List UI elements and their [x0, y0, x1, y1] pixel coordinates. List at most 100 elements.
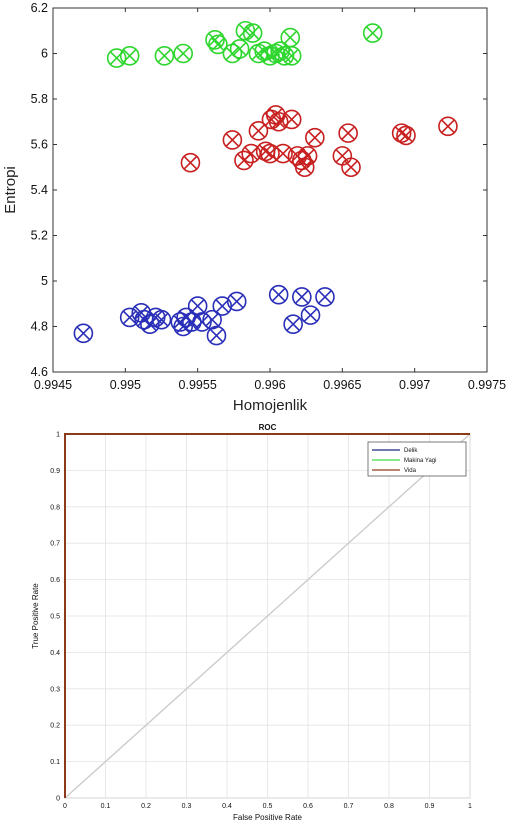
data-point [438, 116, 458, 137]
roc-chart: 0 0.1 0.2 0.3 0.4 0.5 0.6 0.7 0.8 0.9 1 0 0.1 0.2 0.3 0… [31, 423, 472, 822]
point-circle [281, 45, 302, 66]
legend-label: Vida [404, 468, 417, 474]
point-cross [238, 23, 253, 38]
point-circle [119, 45, 140, 66]
x-tick-label: 0.5 [263, 803, 273, 810]
data-point [241, 143, 261, 164]
point-circle [202, 309, 222, 330]
data-point [222, 130, 243, 150]
y-tick-label: 5.4 [31, 183, 48, 197]
point-cross [307, 130, 322, 145]
point-circle [438, 116, 458, 137]
y-tick-label: 0.5 [50, 614, 60, 621]
y-tick-label: 0.7 [50, 541, 60, 548]
point-cross [134, 305, 149, 320]
point-cross [271, 287, 286, 302]
point-cross [318, 289, 332, 304]
point-cross [277, 48, 292, 63]
reference-diagonal-line [64, 433, 471, 799]
data-point [300, 305, 321, 325]
point-circle [229, 39, 250, 59]
x-tick-label: 0.9955 [179, 378, 217, 392]
point-circle [248, 121, 269, 141]
x-tick-label: 0.995 [110, 378, 141, 392]
point-cross [190, 299, 205, 313]
data-point [154, 45, 175, 66]
x-tick-label: 0 [63, 803, 67, 810]
y-tick-label: 0.6 [50, 577, 60, 584]
scatter-chart: 0.9945 0.995 0.9955 0.996 0.9965 0.997 0.9975 4… [2, 1, 506, 414]
point-circle [362, 23, 383, 43]
data-point [119, 307, 140, 328]
point-cross [148, 310, 163, 325]
point-cross [365, 26, 380, 40]
point-circle [268, 111, 289, 132]
x-tick-label: 0.4 [222, 803, 232, 810]
point-circle [140, 314, 160, 335]
y-tick-label: 5 [41, 274, 48, 288]
point-cross [122, 48, 137, 63]
x-tick-label: 0.9965 [323, 378, 361, 392]
point-circle [180, 152, 201, 173]
point-circle [73, 323, 94, 344]
point-cross [76, 326, 91, 341]
data-point [73, 323, 94, 344]
point-cross [210, 37, 225, 52]
point-cross [122, 310, 137, 325]
point-cross [335, 148, 350, 163]
point-circle [173, 43, 193, 64]
x-tick-label: 0.8 [384, 803, 394, 810]
point-cross [209, 328, 224, 343]
point-cross [245, 26, 260, 40]
data-point [202, 309, 222, 330]
data-point [281, 109, 302, 130]
point-cross [300, 148, 315, 163]
point-circle [242, 23, 263, 43]
y-tick-label: 0.1 [50, 759, 60, 766]
data-point [274, 45, 295, 66]
data-point [248, 121, 269, 141]
point-cross [441, 119, 455, 134]
x-tick-label: 1 [468, 803, 472, 810]
point-circle [241, 143, 261, 164]
point-circle [292, 287, 312, 307]
x-tick-label: 0.9975 [468, 378, 506, 392]
data-point [192, 312, 212, 332]
point-cross [283, 30, 298, 45]
data-point [315, 287, 335, 307]
point-cross [229, 294, 244, 309]
point-circle [391, 123, 412, 143]
point-cross [176, 46, 191, 61]
point-cross [286, 317, 301, 332]
data-point [208, 34, 228, 55]
data-point [226, 291, 247, 312]
data-point [294, 157, 315, 178]
roc-curve-line [64, 433, 470, 798]
point-circle [281, 109, 302, 130]
point-circle [300, 305, 321, 325]
x-tick-label: 0.6 [303, 803, 313, 810]
plot-area [52, 7, 488, 373]
y-tick-label: 0 [56, 796, 60, 803]
y-tick-label: 6.2 [31, 1, 48, 15]
point-cross [294, 153, 309, 168]
chart-title: ROC [259, 423, 277, 432]
point-cross [294, 289, 309, 304]
y-tick-label: 0.2 [50, 723, 60, 730]
data-point [119, 45, 140, 66]
y-tick-label: 6 [41, 47, 48, 61]
x-tick-label: 0.3 [182, 803, 192, 810]
point-cross [157, 48, 172, 63]
point-circle [119, 307, 140, 328]
data-point [281, 45, 302, 66]
legend-label: Makina Yagi [404, 458, 436, 464]
point-cross [183, 155, 198, 170]
point-cross [341, 126, 356, 141]
data-point [362, 23, 383, 43]
data-point [180, 152, 201, 173]
point-cross [284, 48, 299, 63]
data-point [173, 43, 193, 64]
point-cross [184, 315, 199, 329]
data-point [283, 314, 303, 335]
point-circle [192, 312, 212, 332]
